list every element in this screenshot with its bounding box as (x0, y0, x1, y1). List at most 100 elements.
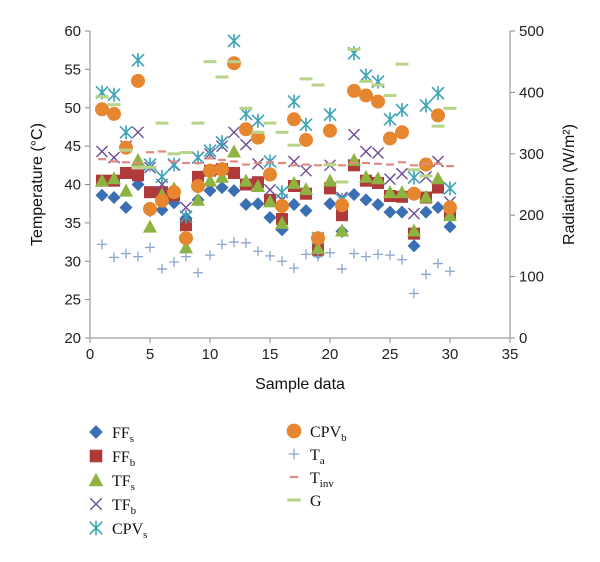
point-ffs (215, 181, 229, 195)
y-left-tick-label: 25 (64, 292, 81, 309)
point-tfb (264, 183, 276, 196)
point-tfb (180, 201, 192, 214)
y-left-tick-label: 50 (64, 100, 81, 117)
point-ta (181, 251, 191, 262)
point-ffb (228, 166, 240, 179)
point-ffs (263, 211, 277, 225)
x-tick-label: 15 (262, 346, 279, 363)
point-ta (145, 242, 155, 253)
point-tfs (179, 240, 193, 254)
point-ta (253, 246, 263, 257)
point-tfb (396, 167, 408, 180)
point-ffs (359, 193, 373, 207)
point-ffs (371, 197, 385, 211)
point-tfb (240, 138, 252, 151)
point-tfs (359, 169, 373, 183)
legend-item-cpvb: CPVb (286, 423, 347, 444)
y-right-tick-label: 100 (519, 269, 544, 286)
point-tfs (383, 185, 397, 199)
point-cpvb (215, 162, 229, 177)
x-tick-label: 20 (322, 346, 339, 363)
point-tfs (143, 219, 157, 233)
legend-label-ffb: FFb (112, 449, 136, 469)
point-cpvb (359, 88, 373, 103)
point-tfs (431, 171, 445, 185)
point-ta (229, 237, 239, 248)
point-ffs (287, 197, 301, 211)
legend: FFs FFb TFs TFb CPVs CPVb Ta Tinv G (88, 423, 347, 541)
point-tfs (287, 175, 301, 189)
point-tfb (384, 173, 396, 186)
legend-item-cpvs: CPVs (89, 520, 147, 541)
y-right-tick-label: 400 (519, 84, 544, 101)
y-axis-right-title: Radiation (W/m²) (561, 124, 578, 245)
point-tfb (300, 164, 312, 177)
point-cpvs (407, 170, 421, 185)
point-ta (133, 251, 143, 262)
point-cpvb (347, 83, 361, 98)
y-right-tick-label: 0 (519, 330, 527, 347)
point-cpvb (287, 112, 301, 127)
x-tick-label: 5 (146, 346, 154, 363)
point-cpvs (275, 185, 289, 200)
point-cpvs (431, 86, 445, 101)
point-tfb (348, 128, 360, 141)
point-ta (409, 288, 419, 299)
point-tfb (132, 126, 144, 139)
point-ta (241, 237, 251, 248)
point-ta (385, 250, 395, 261)
legend-label-cpvs: CPVs (112, 521, 147, 541)
legend-marker-tfb (89, 497, 103, 511)
y-right-tick-label: 300 (519, 146, 544, 163)
y-left-tick-label: 35 (64, 215, 81, 232)
point-cpvb (263, 167, 277, 182)
legend-marker-cpvb (286, 423, 302, 439)
point-ta (121, 248, 131, 259)
point-cpvb (443, 200, 457, 215)
point-cpvs (299, 117, 313, 132)
point-tfs (203, 173, 217, 187)
point-cpvb (167, 185, 181, 200)
legend-label-ffs: FFs (112, 425, 134, 445)
point-cpvs (227, 33, 241, 48)
point-ta (361, 251, 371, 262)
point-ffs (119, 201, 133, 215)
y-left-tick-label: 45 (64, 138, 81, 155)
point-cpvs (119, 125, 133, 140)
point-tfs (335, 223, 349, 237)
point-cpvb (335, 198, 349, 213)
point-ta (277, 256, 287, 267)
point-cpvs (287, 94, 301, 109)
point-ffs (443, 220, 457, 234)
point-ta (301, 249, 311, 260)
point-ta (373, 249, 383, 260)
x-tick-label: 25 (382, 346, 399, 363)
point-cpvb (131, 73, 145, 88)
point-tfs (191, 192, 205, 206)
legend-item-tinv: Tinv (289, 470, 334, 490)
point-tfs (443, 208, 457, 222)
point-ffs (239, 197, 253, 211)
x-tick-label: 30 (442, 346, 459, 363)
plot-series (95, 33, 457, 299)
point-cpvs (323, 107, 337, 122)
point-ta (433, 258, 443, 269)
point-ta (205, 250, 215, 261)
legend-item-ffb: FFb (89, 449, 136, 469)
legend-marker-tfs (88, 472, 104, 487)
point-tfb (432, 155, 444, 168)
point-cpvb (227, 56, 241, 71)
series-ta (97, 237, 455, 299)
point-ffb (180, 219, 192, 232)
legend-label-tfs: TFs (112, 473, 135, 493)
point-tfs (119, 183, 133, 197)
point-tfb (360, 145, 372, 158)
y-left-tick-label: 20 (64, 330, 81, 347)
point-cpvb (239, 122, 253, 137)
legend-label-g: G (310, 493, 322, 510)
point-tfs (275, 215, 289, 229)
point-ta (337, 263, 347, 274)
point-cpvb (299, 132, 313, 147)
point-cpvb (95, 102, 109, 117)
point-tfs (407, 223, 421, 237)
